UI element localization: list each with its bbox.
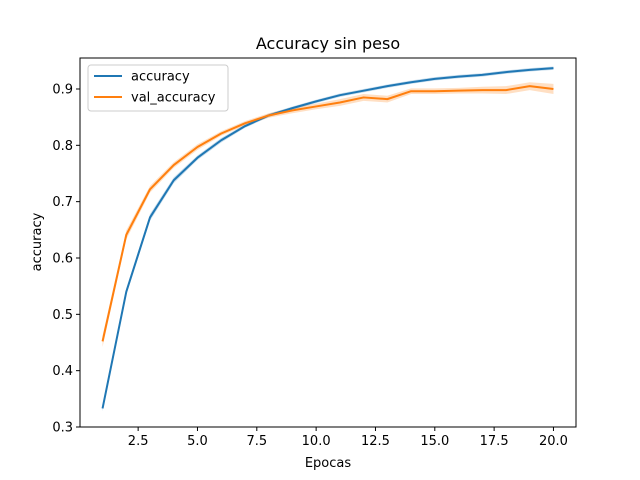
x-tick-label: 5.0 xyxy=(187,434,208,449)
series-line-accuracy xyxy=(101,67,554,409)
y-tick-label: 0.6 xyxy=(52,251,73,266)
x-tick-label: 2.5 xyxy=(128,434,149,449)
x-axis-ticks: 2.5 5.0 7.5 10.0 12.5 15.0 17.5 20.0 xyxy=(128,427,568,449)
chart-title: Accuracy sin peso xyxy=(256,34,400,53)
legend-label-accuracy: accuracy xyxy=(131,70,190,85)
x-tick-label: 20.0 xyxy=(539,434,568,449)
x-tick-label: 12.5 xyxy=(361,434,390,449)
legend-label-val_accuracy: val_accuracy xyxy=(131,91,216,106)
confidence-bands xyxy=(102,66,554,412)
legend-box xyxy=(87,64,229,112)
y-tick-label: 0.3 xyxy=(52,421,73,436)
x-tick-label: 17.5 xyxy=(480,434,509,449)
x-tick-label: 7.5 xyxy=(246,434,267,449)
band-accuracy xyxy=(102,66,554,412)
series-line-val_accuracy xyxy=(101,85,554,342)
y-tick-label: 0.9 xyxy=(52,82,73,97)
y-tick-label: 0.7 xyxy=(52,195,73,210)
x-tick-label: 10.0 xyxy=(302,434,331,449)
y-axis-label: accuracy xyxy=(30,212,45,271)
legend: accuracy val_accuracy xyxy=(87,64,229,112)
plot-frame xyxy=(79,57,577,428)
series-lines xyxy=(101,67,554,409)
y-tick-label: 0.8 xyxy=(52,139,73,154)
band-val_accuracy xyxy=(102,82,554,348)
y-tick-label: 0.4 xyxy=(52,364,73,379)
x-axis-label: Epocas xyxy=(305,456,352,471)
y-tick-label: 0.5 xyxy=(52,308,73,323)
y-axis-ticks: 0.3 0.4 0.5 0.6 0.7 0.8 0.9 xyxy=(52,82,80,436)
x-tick-label: 15.0 xyxy=(420,434,449,449)
